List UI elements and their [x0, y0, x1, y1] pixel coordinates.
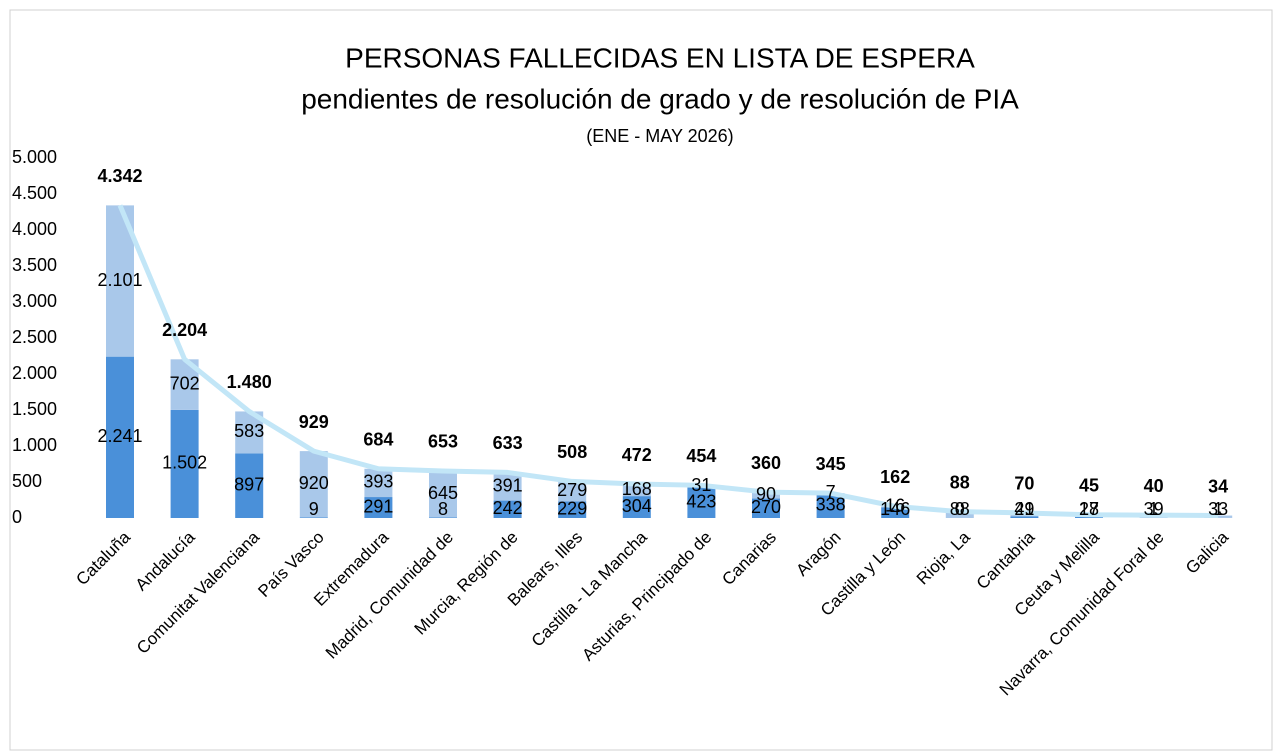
bar-segment — [429, 517, 457, 518]
chart-period: (ENE - MAY 2026) — [586, 126, 733, 146]
y-tick-label: 0 — [12, 507, 22, 527]
y-tick-label: 1.000 — [12, 435, 57, 455]
bar-segment — [881, 507, 910, 518]
bar-segment — [1010, 516, 1039, 518]
bar-segment — [299, 517, 328, 518]
value-label: 270 — [751, 497, 781, 517]
bar-segment — [945, 511, 974, 518]
value-label: 229 — [557, 499, 587, 519]
value-label: 31 — [691, 475, 711, 495]
value-label: 146 — [880, 499, 910, 519]
bar-segment — [752, 492, 780, 499]
value-label: 2.101 — [97, 270, 142, 290]
value-label: 7 — [826, 482, 836, 502]
value-label: 1 — [1213, 499, 1223, 519]
y-tick-label: 3.500 — [12, 255, 57, 275]
value-label: 1 — [1149, 499, 1159, 519]
y-tick-label: 2.000 — [12, 363, 57, 383]
total-label: 360 — [751, 453, 781, 473]
value-label: 645 — [428, 483, 458, 503]
bar-segment — [299, 451, 328, 518]
bar-segment — [1204, 515, 1233, 518]
value-label: 33 — [1208, 499, 1228, 519]
value-label: 168 — [622, 479, 652, 499]
value-label: 88 — [950, 499, 970, 519]
value-label: 16 — [885, 496, 905, 516]
value-label: 338 — [816, 495, 846, 515]
bar-segment — [235, 453, 264, 518]
chart-title: PERSONAS FALLECIDAS EN LISTA DE ESPERA — [345, 42, 975, 73]
y-tick-label: 5.000 — [12, 147, 57, 167]
bar-segment — [493, 472, 522, 501]
bar-segment — [170, 409, 199, 518]
y-tick-label: 2.500 — [12, 327, 57, 347]
value-label: 28 — [1079, 499, 1099, 519]
value-label: 17 — [1079, 499, 1099, 519]
total-label: 653 — [428, 432, 458, 452]
value-label: 21 — [1014, 499, 1034, 519]
total-label: 508 — [557, 442, 587, 462]
bar-segment — [687, 487, 716, 518]
total-label: 4.342 — [97, 166, 142, 186]
total-line — [117, 204, 1219, 519]
value-label: 897 — [234, 474, 264, 494]
chart-subtitle: pendientes de resolución de grado y de r… — [301, 83, 1019, 114]
value-label: 279 — [557, 480, 587, 500]
total-label: 454 — [686, 446, 716, 466]
total-label: 88 — [950, 472, 970, 492]
value-label: 0 — [955, 499, 965, 519]
value-label: 49 — [1014, 499, 1034, 519]
value-label: 2.241 — [97, 426, 142, 446]
value-label: 39 — [1144, 499, 1164, 519]
y-tick-label: 4.500 — [12, 183, 57, 203]
bar-segment — [816, 493, 845, 518]
y-tick-label: 500 — [12, 471, 42, 491]
total-label: 633 — [493, 433, 523, 453]
value-label: 391 — [493, 475, 523, 495]
value-label: 8 — [438, 499, 448, 519]
bar-segment — [558, 501, 587, 518]
bar-segment — [1075, 516, 1103, 518]
value-label: 1.502 — [162, 453, 207, 473]
bar-segment — [106, 356, 134, 518]
total-label: 684 — [363, 430, 393, 450]
total-label: 45 — [1079, 476, 1099, 496]
value-label: 90 — [756, 484, 776, 504]
total-label: 472 — [622, 445, 652, 465]
total-label: 34 — [1208, 476, 1228, 496]
total-label: 2.204 — [162, 320, 207, 340]
total-label: 40 — [1144, 476, 1164, 496]
y-tick-label: 4.000 — [12, 219, 57, 239]
value-label: 291 — [363, 496, 393, 516]
value-label: 423 — [686, 492, 716, 512]
bar-segment — [429, 470, 457, 518]
bar-segment — [558, 481, 587, 502]
total-label: 929 — [299, 412, 329, 432]
bar-segment — [622, 484, 651, 497]
chart-frame — [9, 9, 1273, 751]
total-label: 1.480 — [227, 372, 272, 392]
value-label: 304 — [622, 496, 652, 516]
value-label: 920 — [299, 473, 329, 493]
bar-segment — [493, 500, 522, 518]
bar-segment — [622, 496, 651, 518]
bar-segment — [364, 497, 393, 518]
value-label: 393 — [363, 472, 393, 492]
value-label: 702 — [170, 373, 200, 393]
value-label: 242 — [493, 498, 523, 518]
value-label: 9 — [309, 499, 319, 519]
y-tick-label: 3.000 — [12, 291, 57, 311]
y-tick-label: 1.500 — [12, 399, 57, 419]
total-label: 345 — [816, 454, 846, 474]
total-label: 162 — [880, 467, 910, 487]
total-label: 70 — [1014, 474, 1034, 494]
bar-segment — [752, 498, 780, 518]
value-label: 583 — [234, 421, 264, 441]
bar-segment — [364, 468, 393, 498]
